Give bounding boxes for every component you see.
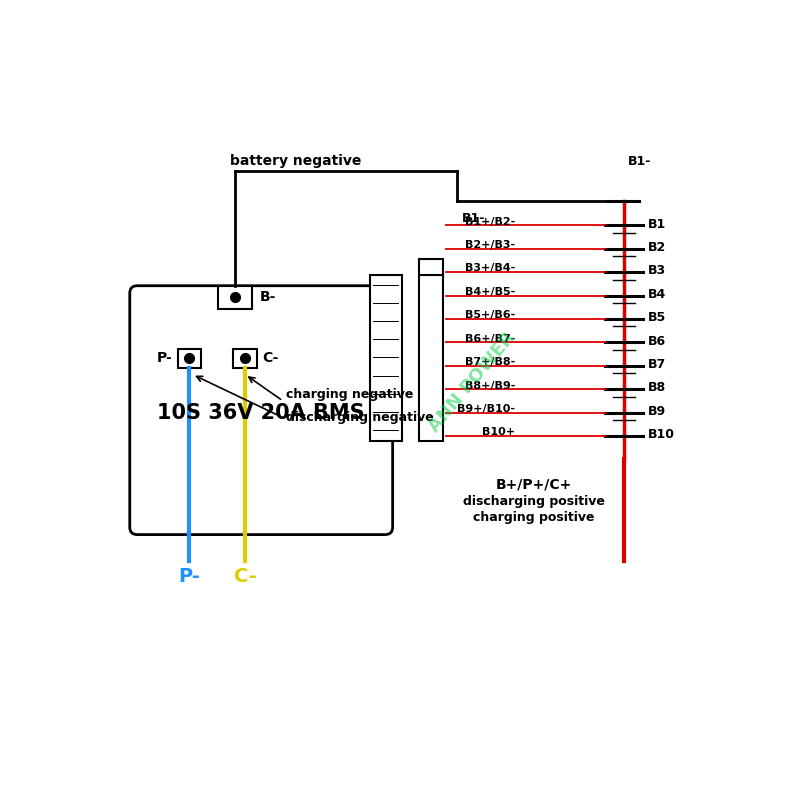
Text: battery negative: battery negative — [230, 154, 361, 168]
Text: charging negative: charging negative — [286, 388, 414, 402]
Text: B10+: B10+ — [482, 427, 515, 438]
Bar — [370, 274, 402, 441]
Text: B6+/B7-: B6+/B7- — [465, 334, 515, 344]
Text: discharging positive: discharging positive — [463, 495, 605, 508]
Text: B7+/B8-: B7+/B8- — [465, 357, 515, 367]
Bar — [419, 274, 443, 441]
Text: B3+/B4-: B3+/B4- — [465, 263, 515, 274]
Text: C-: C- — [234, 567, 257, 586]
Text: B+/P+/C+: B+/P+/C+ — [496, 477, 572, 491]
Text: B1-: B1- — [462, 212, 485, 225]
Text: C-: C- — [262, 351, 278, 366]
Text: B9: B9 — [647, 405, 666, 418]
Text: B2: B2 — [647, 241, 666, 254]
Text: 10S 36V 20A BMS: 10S 36V 20A BMS — [158, 403, 365, 423]
Text: P-: P- — [178, 567, 200, 586]
Text: B2+/B3-: B2+/B3- — [466, 240, 515, 250]
Text: B7: B7 — [647, 358, 666, 371]
Text: B1: B1 — [647, 218, 666, 230]
Text: B4+/B5-: B4+/B5- — [465, 287, 515, 297]
Text: B3: B3 — [647, 265, 666, 278]
Text: B4: B4 — [647, 288, 666, 301]
Text: B5+/B6-: B5+/B6- — [465, 310, 515, 320]
Text: charging positive: charging positive — [474, 511, 594, 524]
Text: B10: B10 — [647, 428, 674, 442]
Bar — [234, 349, 257, 368]
Text: P-: P- — [157, 351, 173, 366]
Bar — [178, 349, 201, 368]
Text: ANN POWER: ANN POWER — [425, 329, 519, 436]
Text: B8+/B9-: B8+/B9- — [465, 381, 515, 390]
Text: B1-: B1- — [628, 155, 651, 168]
Text: discharging negative: discharging negative — [286, 411, 434, 424]
FancyBboxPatch shape — [130, 286, 393, 534]
Text: B9+/B10-: B9+/B10- — [458, 404, 515, 414]
Text: B5: B5 — [647, 311, 666, 324]
Text: B6: B6 — [647, 334, 666, 348]
Bar — [218, 286, 252, 309]
Text: B-: B- — [259, 290, 276, 305]
Text: B8: B8 — [647, 382, 666, 394]
Text: B1+/B2-: B1+/B2- — [465, 217, 515, 226]
